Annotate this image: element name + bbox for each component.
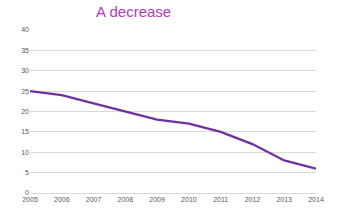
- svg-text:A decrease: A decrease: [96, 3, 171, 20]
- svg-text:2006: 2006: [54, 196, 70, 203]
- svg-text:2009: 2009: [149, 196, 165, 203]
- svg-text:2012: 2012: [245, 196, 261, 203]
- svg-text:35: 35: [21, 47, 29, 54]
- svg-text:2005: 2005: [22, 196, 38, 203]
- svg-text:15: 15: [21, 128, 29, 135]
- svg-text:2011: 2011: [213, 196, 228, 203]
- svg-text:5: 5: [25, 169, 29, 176]
- svg-text:2014: 2014: [308, 196, 324, 203]
- svg-text:2010: 2010: [181, 196, 197, 203]
- svg-text:30: 30: [21, 67, 29, 74]
- svg-text:20: 20: [21, 108, 29, 115]
- svg-text:10: 10: [21, 149, 29, 156]
- svg-text:0: 0: [25, 189, 29, 196]
- svg-text:40: 40: [21, 26, 29, 33]
- svg-text:2008: 2008: [118, 196, 134, 203]
- svg-text:2007: 2007: [86, 196, 102, 203]
- svg-text:25: 25: [21, 88, 29, 95]
- svg-text:2013: 2013: [276, 196, 292, 203]
